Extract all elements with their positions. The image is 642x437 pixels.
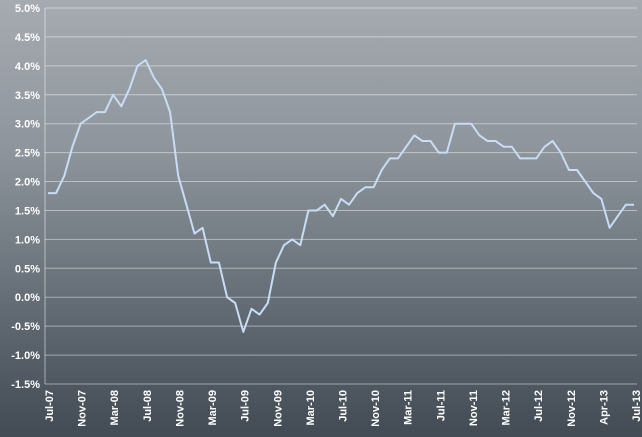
y-tick-label: 0.5% <box>15 263 40 275</box>
x-tick-label: Nov-07 <box>77 390 89 427</box>
x-tick-label: Nov-09 <box>272 390 284 427</box>
x-tick-label: Nov-08 <box>174 390 186 427</box>
y-tick-label: 5.0% <box>15 3 40 15</box>
series-line <box>48 59 634 333</box>
y-tick-label: -0.5% <box>11 321 40 333</box>
x-axis-tick-labels: Jul-07 Nov-07 Mar-08 Jul-08 Nov-08 Mar-09 Jul-… <box>44 390 642 427</box>
x-tick-label: Jul-13 <box>631 390 642 422</box>
y-axis-tick-labels: 5.0% 4.5% 4.0% 3.5% 3.0% 2.5% 2.0% 1.5% 1.0% 0.5%… <box>11 3 40 391</box>
y-tick-label: 1.5% <box>15 205 40 217</box>
x-tick-label: Jul-08 <box>142 390 154 422</box>
y-tick-label: 2.0% <box>15 177 40 189</box>
y-tick-label: 3.5% <box>15 90 40 102</box>
x-tick-label: Nov-12 <box>566 390 578 427</box>
x-tick-label: Apr-13 <box>598 390 610 425</box>
x-tick-label: Jul-07 <box>44 390 56 422</box>
y-tick-label: 2.5% <box>15 148 40 160</box>
x-tick-label: Mar-11 <box>403 390 415 425</box>
y-tick-label: -1.0% <box>11 350 40 362</box>
x-tick-label: Mar-10 <box>305 390 317 425</box>
grid-lines <box>44 7 637 385</box>
x-tick-label: Jul-10 <box>338 390 350 422</box>
x-tick-label: Mar-12 <box>501 390 513 425</box>
x-tick-label: Jul-11 <box>435 390 447 421</box>
series-group <box>48 59 634 333</box>
x-tick-label: Jul-09 <box>240 390 252 422</box>
y-tick-label: 0.0% <box>15 292 40 304</box>
x-tick-label: Mar-08 <box>109 390 121 425</box>
y-tick-label: 1.0% <box>15 234 40 246</box>
x-tick-label: Nov-10 <box>370 390 382 427</box>
y-tick-label: 4.0% <box>15 61 40 73</box>
x-tick-label: Mar-09 <box>207 390 219 425</box>
y-tick-label: -1.5% <box>11 379 40 391</box>
y-tick-label: 3.0% <box>15 119 40 131</box>
y-tick-label: 4.5% <box>15 32 40 44</box>
x-tick-label: Nov-11 <box>468 390 480 426</box>
x-tick-label: Jul-12 <box>533 390 545 422</box>
